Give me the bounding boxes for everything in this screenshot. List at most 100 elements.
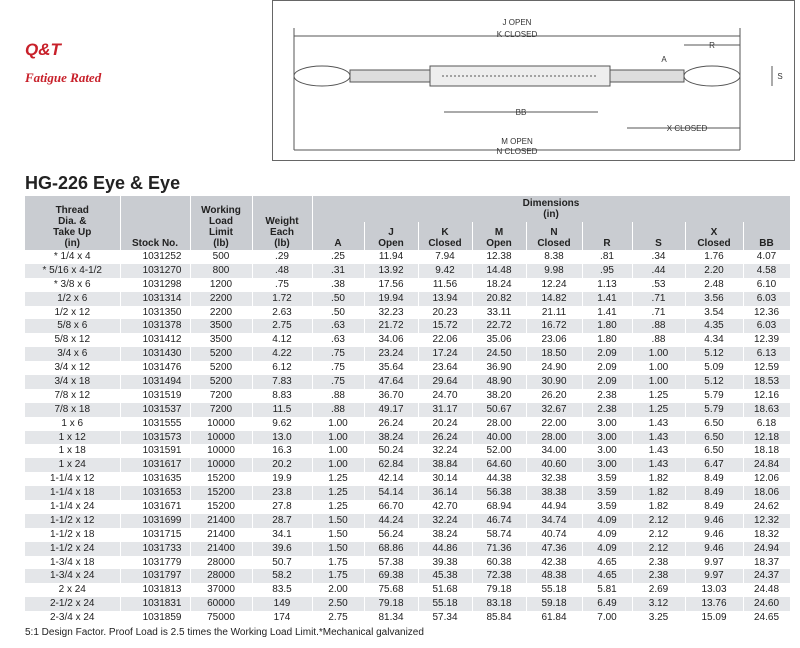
table-cell: 75000 (190, 611, 253, 626)
table-row: 1 x 24 1031617 10000 20.2 1.00 62.84 38.84 64.6… (25, 458, 791, 473)
column-header: Thread Dia. & Take Up (in) (25, 196, 121, 250)
table-cell: * 1/4 x 4 (25, 250, 121, 264)
table-cell: 6.03 (743, 291, 791, 306)
table-cell: 1.50 (312, 541, 365, 556)
table-cell: 2.12 (632, 541, 686, 556)
table-cell: .71 (632, 305, 686, 320)
table-cell: 13.92 (364, 263, 419, 278)
table-cell: 1.50 (312, 527, 365, 542)
column-header: Weight Each (lb) (252, 196, 313, 250)
table-cell: .71 (632, 291, 686, 306)
table-cell: 149 (252, 597, 313, 612)
table-cell: 2.12 (632, 513, 686, 528)
table-cell: 12.36 (743, 305, 791, 320)
table-cell: 1/2 x 6 (25, 291, 121, 306)
table-cell: 1031494 (120, 375, 191, 389)
table-cell: .31 (312, 263, 365, 278)
table-cell: 1 x 18 (25, 444, 121, 459)
table-cell: 2.75 (252, 319, 313, 334)
table-cell: 1.00 (312, 430, 365, 445)
table-cell: 64.60 (472, 458, 527, 473)
table-cell: 3.59 (582, 500, 633, 514)
table-cell: 18.50 (526, 347, 583, 362)
table-cell: 1031699 (120, 513, 191, 528)
table-cell: 58.74 (472, 527, 527, 542)
table-cell: 1031715 (120, 527, 191, 542)
logo: Q&T Fatigue Rated (25, 40, 101, 86)
table-cell: 61.84 (526, 611, 583, 626)
table-cell: 1-1/2 x 12 (25, 513, 121, 528)
table-cell: 15.72 (418, 319, 473, 334)
table-cell: 48.90 (472, 375, 527, 389)
table-cell: 1031859 (120, 611, 191, 626)
table-cell: 5200 (190, 361, 253, 376)
table-cell: 85.84 (472, 611, 527, 626)
table-cell: 24.65 (743, 611, 791, 626)
table-cell: 1.25 (632, 402, 686, 417)
table-cell: 1.41 (582, 305, 633, 320)
table-cell: 7/8 x 12 (25, 388, 121, 403)
table-cell: 18.32 (743, 527, 791, 542)
table-cell: 32.24 (418, 444, 473, 459)
table-cell: 9.62 (252, 416, 313, 431)
table-cell: 49.17 (364, 402, 419, 417)
table-cell: 4.22 (252, 347, 313, 362)
table-cell: 1031314 (120, 291, 191, 306)
dim-label: A (661, 55, 667, 64)
table-cell: 2200 (190, 305, 253, 320)
table-row: * 3/8 x 6 1031298 1200.75.38 17.56 11.56 18.2… (25, 277, 791, 292)
table-cell: 6.13 (743, 347, 791, 362)
table-cell: 34.00 (526, 444, 583, 459)
table-cell: 23.06 (526, 333, 583, 348)
table-cell: 6.47 (685, 458, 744, 473)
table-cell: 12.59 (743, 361, 791, 376)
table-row: * 5/16 x 4-1/2 1031270 800.48.31 13.92 9.42 1… (25, 263, 791, 278)
table-cell: 51.68 (418, 583, 473, 598)
table-cell: 40.74 (526, 527, 583, 542)
diagram: J OPEN K CLOSED R A S BB X CLOSED M OPEN… (272, 0, 795, 161)
table-cell: 38.84 (418, 458, 473, 473)
table-cell: 3.00 (582, 444, 633, 459)
table-cell: 40.00 (472, 430, 527, 445)
brand: Q&T (25, 40, 61, 59)
table-cell: 2.38 (582, 402, 633, 417)
table-cell: 1.75 (312, 555, 365, 570)
table-cell: 34.74 (526, 513, 583, 528)
table-cell: 55.18 (526, 583, 583, 598)
tagline: Fatigue Rated (25, 70, 102, 85)
table-cell: 6.49 (582, 597, 633, 612)
table-cell: 20.82 (472, 291, 527, 306)
table-cell: 42.14 (364, 472, 419, 487)
header-line: Stock No. (131, 238, 179, 249)
table-cell: 1.43 (632, 416, 686, 431)
table-cell: .38 (312, 277, 365, 292)
table-cell: 32.23 (364, 305, 419, 320)
table-cell: 38.24 (418, 527, 473, 542)
table-cell: 35.64 (364, 361, 419, 376)
table-cell: 13.94 (418, 291, 473, 306)
table-cell: 18.24 (472, 277, 527, 292)
table-cell: 5.12 (685, 347, 744, 362)
table-cell: 29.64 (418, 375, 473, 389)
table-cell: 50.67 (472, 402, 527, 417)
table-cell: 57.34 (418, 611, 473, 626)
table-cell: 1-1/2 x 18 (25, 527, 121, 542)
table-cell: .75 (312, 375, 365, 389)
table-cell: 32.67 (526, 402, 583, 417)
table-row: 5/8 x 6 1031378 3500 2.75.63 21.72 15.72 22.72… (25, 319, 791, 334)
table-cell: 24.70 (418, 388, 473, 403)
dim-label: BB (516, 108, 527, 117)
table-cell: 34.06 (364, 333, 419, 348)
table-cell: .34 (632, 250, 686, 264)
table-cell: 38.20 (472, 388, 527, 403)
table-cell: 6.12 (252, 361, 313, 376)
table-cell: 23.64 (418, 361, 473, 376)
table-cell: 5/8 x 12 (25, 333, 121, 348)
header-line: Closed (697, 238, 731, 249)
table-cell: 2.09 (582, 361, 633, 376)
table-cell: 36.70 (364, 388, 419, 403)
table-cell: 1.00 (632, 375, 686, 389)
table-cell: 6.50 (685, 444, 744, 459)
table-cell: 56.38 (472, 486, 527, 501)
table-cell: 46.74 (472, 513, 527, 528)
